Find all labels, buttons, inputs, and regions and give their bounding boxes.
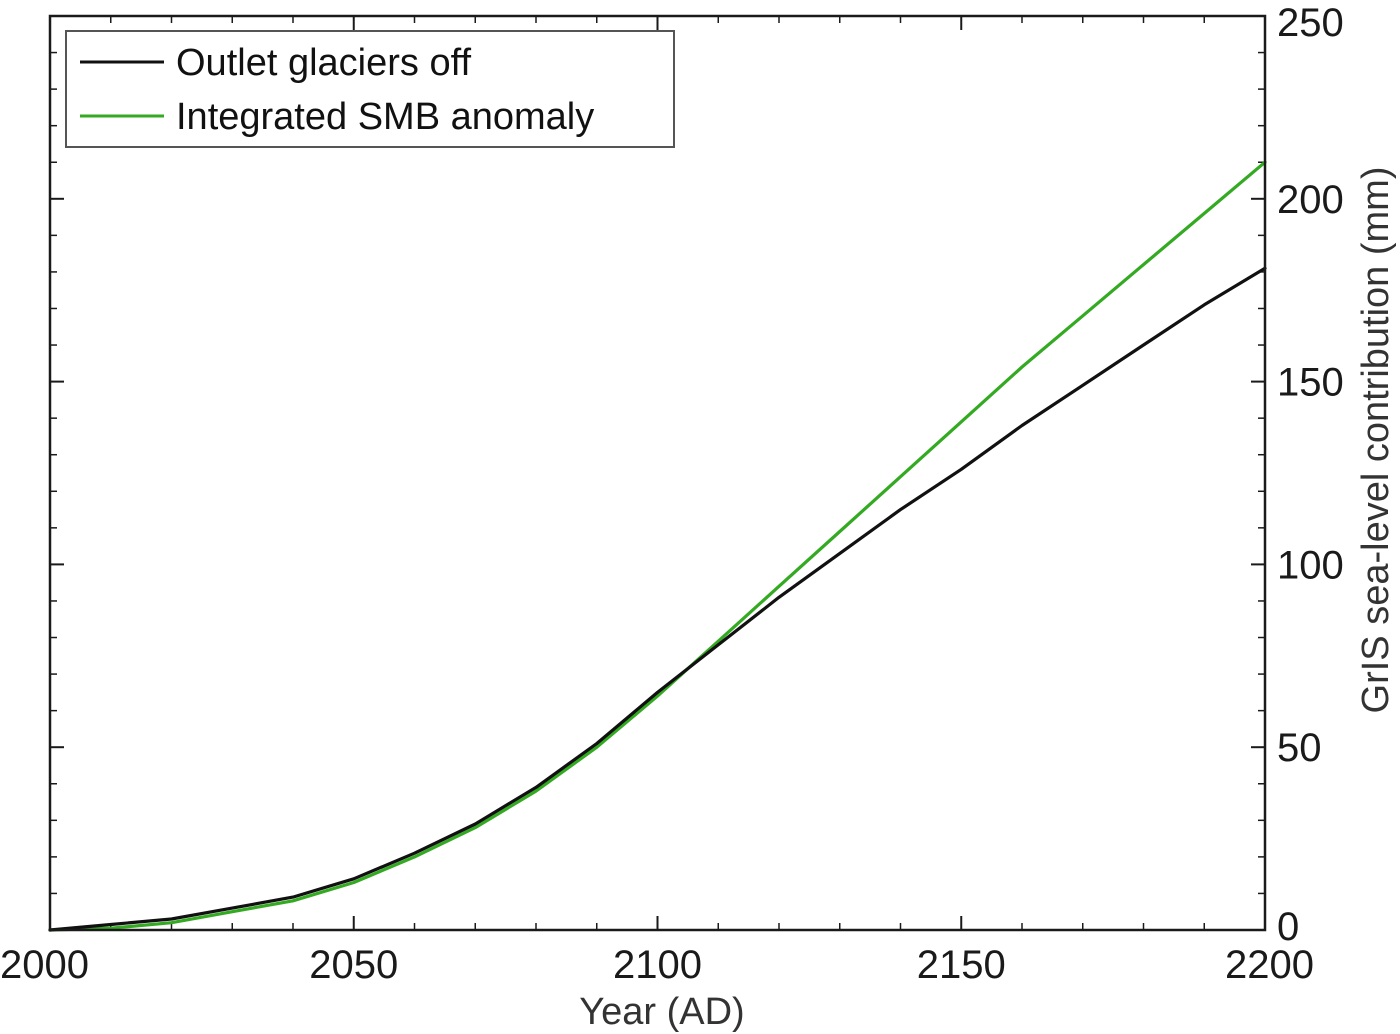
legend-label-outlet-glaciers-off: Outlet glaciers off [176,42,471,84]
y-axis-title: GrIS sea-level contribution (mm) [1355,167,1397,714]
plot-frame [48,14,1267,932]
series-layer [48,160,1267,932]
x-tick-label: 2150 [917,943,1006,987]
x-tick-label: 2050 [309,943,398,987]
legend: Outlet glaciers off Integrated SMB anoma… [65,30,675,148]
legend-label-integrated-smb-anomaly: Integrated SMB anomaly [176,96,594,138]
y-tick-label: 100 [1277,543,1344,587]
series-line-outlet-glaciers-off [48,266,1267,932]
y-tick-label: 50 [1277,726,1322,770]
y-tick-label: 0 [1277,905,1299,949]
legend-box [65,30,675,148]
x-tick-label: 2100 [613,943,702,987]
x-tick-label: 2000 [0,943,89,987]
x-tick-label: 2200 [1225,943,1314,987]
y-tick-label: 150 [1277,361,1344,405]
series-line-integrated-smb-anomaly [48,160,1267,932]
y-tick-label: 250 [1277,1,1344,45]
y-tick-label: 200 [1277,178,1344,222]
x-axis-title: Year (AD) [579,991,744,1033]
